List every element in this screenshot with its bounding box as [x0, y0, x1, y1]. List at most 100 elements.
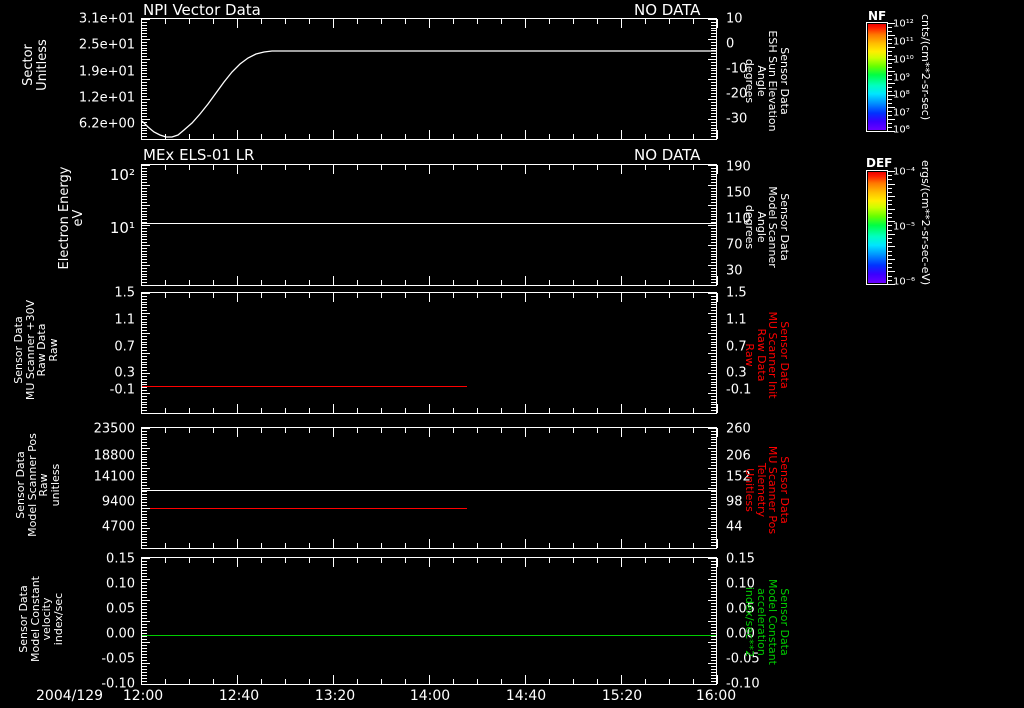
- tick-mark: [711, 648, 716, 649]
- tick-mark: [711, 470, 716, 472]
- panel-mu30v-ytick-4: -0.1: [109, 382, 135, 398]
- tick-mark: [708, 413, 716, 414]
- tick-mark: [711, 456, 716, 458]
- tick-mark: [669, 134, 670, 139]
- tick-mark: [711, 606, 716, 607]
- tick-mark: [213, 679, 214, 684]
- tick-mark: [213, 165, 214, 170]
- tick-mark: [501, 19, 502, 24]
- tick-mark: [525, 539, 526, 548]
- tick-mark: [285, 679, 286, 684]
- tick-mark: [711, 24, 716, 26]
- tick-mark: [142, 27, 147, 29]
- tick-mark: [477, 543, 478, 548]
- tick-mark: [142, 344, 147, 346]
- panel-pos-right-axis-title: Sensor Data MU Scanner Pos Telemetry Unitle…: [743, 445, 791, 535]
- tick-mark: [142, 378, 147, 380]
- tick-mark: [711, 70, 716, 72]
- tick-mark: [142, 585, 147, 586]
- tick-mark: [261, 408, 262, 413]
- panel-pos-ytick-4: 4700: [101, 519, 135, 535]
- tick-mark: [142, 199, 147, 201]
- colorbar-tick: [888, 217, 892, 219]
- tick-mark: [477, 293, 478, 298]
- tick-mark: [711, 384, 716, 386]
- tick-mark: [711, 618, 716, 619]
- tick-mark: [405, 134, 406, 139]
- tick-mark: [711, 390, 716, 392]
- tick-mark: [711, 485, 716, 487]
- tick-mark: [711, 273, 716, 275]
- tick-mark: [142, 485, 147, 487]
- tick-mark: [142, 207, 147, 209]
- tick-mark: [309, 165, 310, 170]
- tick-mark: [142, 648, 147, 649]
- tick-mark: [717, 539, 718, 548]
- tick-mark: [711, 630, 716, 631]
- tick-mark: [142, 654, 147, 655]
- tick-mark: [711, 101, 716, 103]
- tick-mark: [429, 404, 430, 413]
- tick-mark: [708, 621, 716, 622]
- tick-mark: [405, 280, 406, 285]
- time-tick-4: 14:40: [505, 688, 547, 704]
- tick-mark: [189, 428, 190, 433]
- panel-vel-ytick-2: 0.05: [106, 601, 135, 617]
- tick-mark: [525, 19, 526, 28]
- colorbar-tick: [888, 27, 892, 28]
- panel-els-rytick-4: 30: [726, 263, 743, 279]
- tick-mark: [708, 39, 716, 40]
- tick-mark: [357, 280, 358, 285]
- tick-mark: [711, 666, 716, 667]
- tick-mark: [711, 395, 716, 397]
- tick-mark: [711, 64, 716, 66]
- panel-els-title: MEx ELS-01 LR: [143, 146, 255, 164]
- tick-mark: [142, 124, 147, 126]
- colorbar-tick: [888, 183, 895, 185]
- tick-mark: [142, 76, 147, 78]
- tick-mark: [693, 19, 694, 24]
- tick-mark: [549, 134, 550, 139]
- tick-mark: [573, 280, 574, 285]
- tick-mark: [142, 222, 147, 224]
- tick-mark: [429, 293, 430, 302]
- colorbar-tick: [888, 119, 895, 120]
- tick-mark: [597, 165, 598, 170]
- tick-mark: [189, 280, 190, 285]
- tick-mark: [711, 654, 716, 655]
- colorbar-nf: [866, 22, 888, 132]
- tick-mark: [333, 19, 334, 28]
- time-tick-6: 16:00: [695, 688, 737, 704]
- tick-mark: [711, 53, 716, 55]
- tick-mark: [142, 96, 147, 98]
- colorbar-tick: [888, 95, 895, 96]
- tick-mark: [711, 585, 716, 586]
- tick-mark: [142, 313, 150, 314]
- tick-mark: [573, 543, 574, 548]
- tick-mark: [711, 436, 716, 438]
- tick-mark: [142, 84, 147, 86]
- tick-mark: [708, 468, 716, 469]
- tick-mark: [142, 456, 147, 458]
- colorbar-tick: [888, 171, 895, 172]
- tick-mark: [708, 333, 716, 334]
- tick-mark: [142, 173, 147, 175]
- tick-mark: [141, 428, 142, 437]
- panel-npi-title: NPI Vector Data: [143, 1, 261, 19]
- tick-mark: [711, 347, 716, 349]
- tick-mark: [142, 642, 150, 643]
- tick-mark: [142, 298, 147, 300]
- tick-mark: [711, 462, 716, 464]
- tick-mark: [142, 358, 147, 360]
- tick-mark: [142, 516, 147, 518]
- tick-mark: [142, 536, 147, 538]
- colorbar-tick: [888, 35, 895, 36]
- tick-mark: [711, 239, 716, 241]
- tick-mark: [142, 542, 147, 544]
- tick-mark: [429, 165, 430, 174]
- colorbar-tick: [888, 233, 895, 235]
- panel-vel-ytick-0: 0.15: [106, 551, 135, 567]
- tick-mark: [711, 30, 716, 32]
- tick-mark: [669, 558, 670, 563]
- tick-mark: [357, 679, 358, 684]
